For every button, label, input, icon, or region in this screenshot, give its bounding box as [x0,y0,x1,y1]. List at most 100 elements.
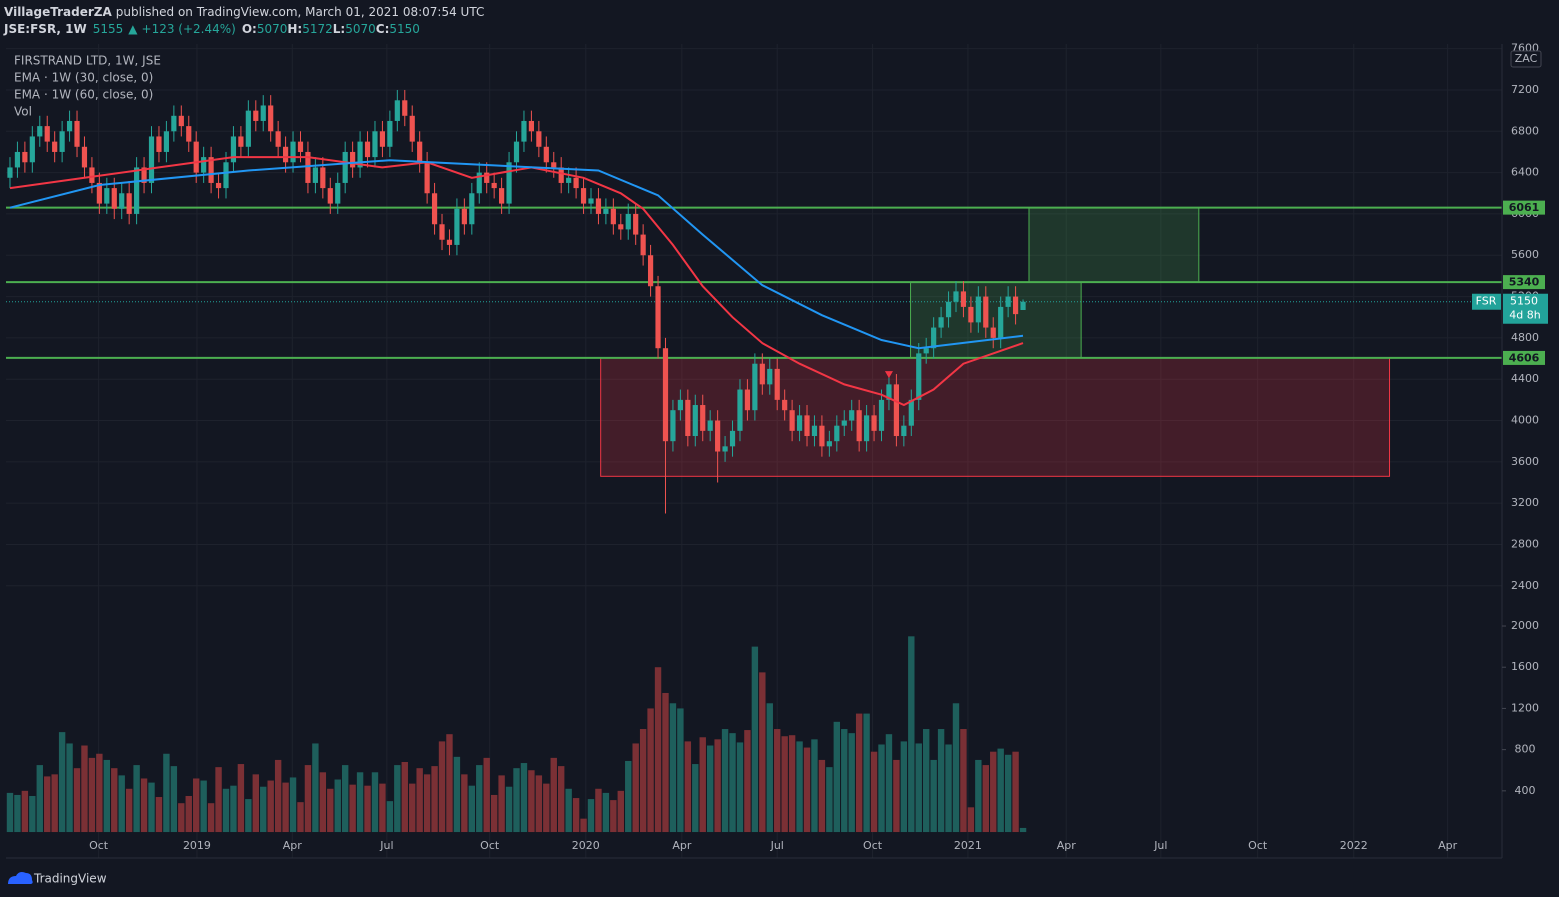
volume-bar [66,743,73,833]
candle-body [357,141,363,168]
candle-body [134,167,140,214]
x-tick-label: Oct [89,839,109,852]
volume-bar [558,766,565,833]
candle-body [528,120,535,132]
candle-body [893,384,900,437]
volume-bar [885,734,893,833]
volume-bar [878,744,885,833]
volume-bar [826,767,833,833]
candle-body [901,425,907,437]
candle-body [431,193,438,225]
candle-body [402,100,408,116]
y-tick-label: 3600 [1511,455,1539,468]
volume-bar [207,803,215,833]
volume-bar [73,768,81,833]
x-tick-label: 2019 [183,839,211,852]
candle-body [826,441,832,447]
candle-body [59,131,65,152]
candle-body [931,327,937,349]
volume-bar [505,786,513,833]
x-tick-label: Oct [863,839,883,852]
candle-body [335,182,341,204]
candle-body [44,126,50,142]
y2-tick-label: 1200 [1511,701,1539,714]
x-tick-label: Jul [770,839,784,852]
volume-bar [528,770,535,833]
ohlc-value: 5070 [257,22,288,36]
candle-body [14,151,21,168]
volume-bar [639,729,647,833]
volume-bar [230,785,237,833]
volume-bar [416,768,423,833]
candle-body [864,415,870,442]
candle-body [744,389,751,411]
candle-body [752,363,758,411]
volume-bar [394,765,401,833]
candle-body [379,131,386,147]
candle-body [633,213,639,235]
candle-body [245,110,251,147]
candle-body [953,291,959,302]
volume-bar [900,741,908,833]
volume-bar [565,788,572,833]
candle-body [312,167,318,183]
volume-bar [833,721,841,833]
volume-bar [1004,754,1012,833]
volume-bar [513,768,520,833]
volume-bar [163,753,170,833]
candle-body [193,141,199,173]
x-tick-label: Apr [1057,839,1077,852]
candle-body [327,188,333,204]
candle-body [886,384,892,400]
candle-body [1020,301,1026,310]
volume-bar [364,785,371,833]
change: +123 (+2.44%) [142,22,236,36]
y-tick-label: 6400 [1511,166,1539,179]
volume-bar [602,792,610,833]
volume-bar [155,797,163,833]
candle-body [610,208,616,225]
candle-body [975,296,981,323]
ohlc: O:5070H:5172L:5070C:5150 [242,22,420,36]
last-price-box [1503,293,1548,324]
y2-tick-label: 1600 [1511,660,1539,673]
y-tick-label: 4000 [1511,414,1539,427]
volume-bar [684,741,692,833]
candle-body [789,410,795,431]
axes: Oct 2019 Apr Jul Oct 2020 Apr Jul Oct 2021 Apr Jul O… [89,42,1548,852]
volume-bar [483,757,490,833]
candle-body [737,389,743,431]
candle-body [685,399,691,437]
candle-body [782,399,788,411]
candle-body [454,208,460,245]
volume-bar [945,744,952,833]
volume-bar [409,783,416,833]
candle-body [305,151,311,183]
volume-bar [140,778,148,833]
level-label-box [1503,275,1545,290]
candle-body [342,151,348,183]
volume-bar [706,745,714,833]
volume-bar [952,703,960,833]
arrow: ▲ [128,22,138,36]
ohlc-label: C: [376,22,390,36]
y2-tick-label: 400 [1515,784,1536,797]
candle-body [551,162,557,168]
volume-bar [796,741,803,833]
volume-bar [371,772,379,833]
symbol-line: JSE:FSR, 1W 5155 ▲ +123 (+2.44%) O:5070H:517… [3,22,420,36]
ohlc-value: 5070 [345,22,376,36]
volume-bar [260,786,267,833]
candle-body [484,172,490,183]
volume-bar [185,795,192,833]
candle-body [186,126,192,142]
volume-bar [714,739,721,833]
candle-body [543,146,549,163]
candle-body [796,415,803,431]
candle-body [417,141,423,163]
candle-body [595,198,602,214]
volume-bar [990,751,997,833]
volume-bar [975,759,982,833]
y-tick-label: 2800 [1511,537,1539,550]
signal-marker [884,371,893,379]
